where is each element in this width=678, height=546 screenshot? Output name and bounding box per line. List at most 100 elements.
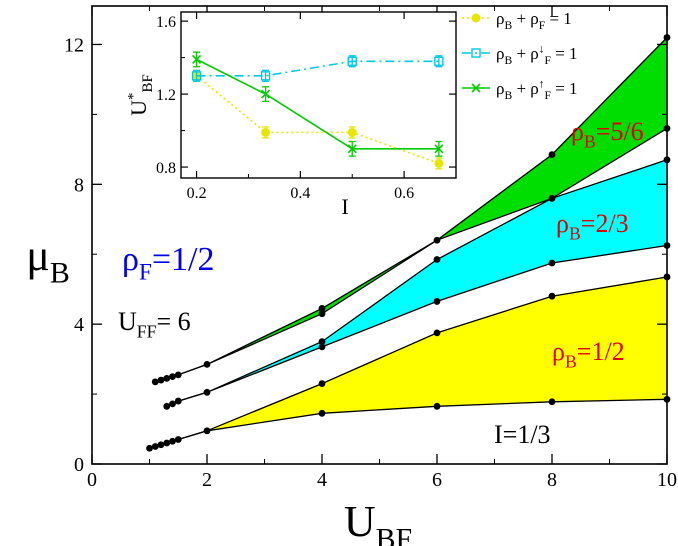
legend-label-0: ρB + ρF = 1 [496,9,572,32]
inset-frame [180,11,457,179]
rho-f-annotation-part: =1/2 [152,241,215,278]
legend-label-1-part: B [504,54,512,67]
uff-annotation-part: U [118,307,137,336]
legend-label-0-part: + ρ [512,9,539,28]
data-point [151,443,159,450]
legend-label-1-part: F [545,54,551,67]
inset-chart: 0.2 0.4 0.6 0.8 1.2 1.6 I U*BF [126,11,457,219]
y-tick-label: 8 [74,174,84,196]
data-point [203,388,211,396]
inset-series-line-2 [196,58,439,150]
legend-label-2-part: + ρ [512,79,539,98]
data-point [169,373,176,380]
legend-label-0-part: B [504,19,512,32]
data-point [157,376,165,384]
x-tick-label: 6 [432,469,442,491]
data-point [318,310,326,318]
band-label-1: ρB=2/3 [556,209,629,243]
x-axis-title-part: BF [376,522,413,546]
data-point [163,402,171,410]
band-label-2: ρB=5/6 [571,117,644,151]
rho-f-annotation-part: F [139,260,152,286]
legend-label-0-part: = 1 [545,9,572,28]
data-point [174,371,182,379]
data-point [163,439,171,447]
legend-label-2-part: F [545,89,551,102]
inset-marker-circle [471,13,481,23]
x-tick-label: 0 [87,469,97,491]
legend-label-1-part: ↓ [539,43,545,56]
data-point [146,444,153,452]
data-point [318,409,326,417]
inset-y-axis-title-group: U*BF [126,74,157,116]
band-fill-0 [149,277,667,449]
data-point [433,402,441,410]
inset-marker-circle [347,127,357,137]
data-point [548,194,556,202]
band-label-1-part: =2/3 [581,209,629,238]
inset-marker-cross [434,144,444,154]
data-point [548,259,556,267]
uff-annotation: UFF= 6 [118,307,191,341]
inset-y-tick-label: 0.8 [156,160,176,177]
inset-y-axis-title-part: BF [140,74,156,92]
band-label-1-part: B [569,223,581,243]
legend-label-2-part: = 1 [551,79,578,98]
inset-y-tick-label: 1.6 [156,14,176,31]
inset-marker-cross [261,89,271,99]
inset-y-tick-label: 1.2 [156,87,176,104]
inset-y-axis-title: U*BF [126,74,157,116]
x-axis-title-part: U [344,497,376,546]
legend-label-2-part: ρ [496,79,504,98]
inset-x-tick-label: 0.4 [290,185,310,202]
band-label-0: ρB=1/2 [552,337,625,371]
band-label-2-part: ρ [571,117,584,146]
data-point [318,380,326,387]
inset-marker-square [434,56,444,66]
band-label-1-part: ρ [556,209,569,238]
band-label-0-part: =1/2 [577,337,625,366]
inset-marker-circle [261,127,271,137]
data-point [548,292,556,300]
y-tick-label: 0 [74,454,84,476]
data-point [318,338,326,346]
rho-f-annotation: ρF=1/2 [122,241,214,286]
legend-label-0-part: ρ [496,9,504,28]
data-point [548,398,556,406]
legend-label-2-part: ↑ [539,78,545,91]
data-point [548,151,556,158]
x-tick-label: 8 [547,469,557,491]
uff-annotation-part: = 6 [156,307,190,336]
uff-annotation-part: FF [137,321,157,341]
data-point [433,298,441,305]
data-point [174,397,182,405]
inset-marker-square [471,48,481,58]
y-axis-title: μB [26,231,70,289]
inset-x-axis-title: I [341,194,348,219]
y-axis-title-part: μ [26,231,50,280]
inset-marker-cross [192,54,202,64]
inset-x-tick-label: 0.6 [394,185,414,202]
ratio-annotation: I=1/3 [494,420,551,449]
inset-marker-square [191,71,202,81]
legend-label-2: ρB + ρ↑F = 1 [496,78,578,102]
data-point [318,343,326,351]
legend-label-2-part: B [504,89,512,102]
inset-marker-square [260,71,271,81]
inset-series-line-0 [196,75,440,165]
data-point [174,436,182,443]
data-point [203,427,211,435]
band-label-2-part: =5/6 [596,117,644,146]
inset-y-axis-title-part: U [126,100,151,116]
data-point [163,374,171,382]
main-chart-bands [146,34,671,452]
inset-legend: ρB + ρF = 1ρB + ρ↓F = 1ρB + ρ↑F = 1 [462,9,578,102]
x-axis-title: UBF [344,497,412,546]
band-label-0-part: B [565,351,577,371]
data-point [433,236,441,244]
inset-marker-cross [347,144,357,154]
inset-marker-circle [434,158,444,168]
y-axis-title-part: B [50,256,70,289]
band-label-0-part: ρ [552,337,565,366]
